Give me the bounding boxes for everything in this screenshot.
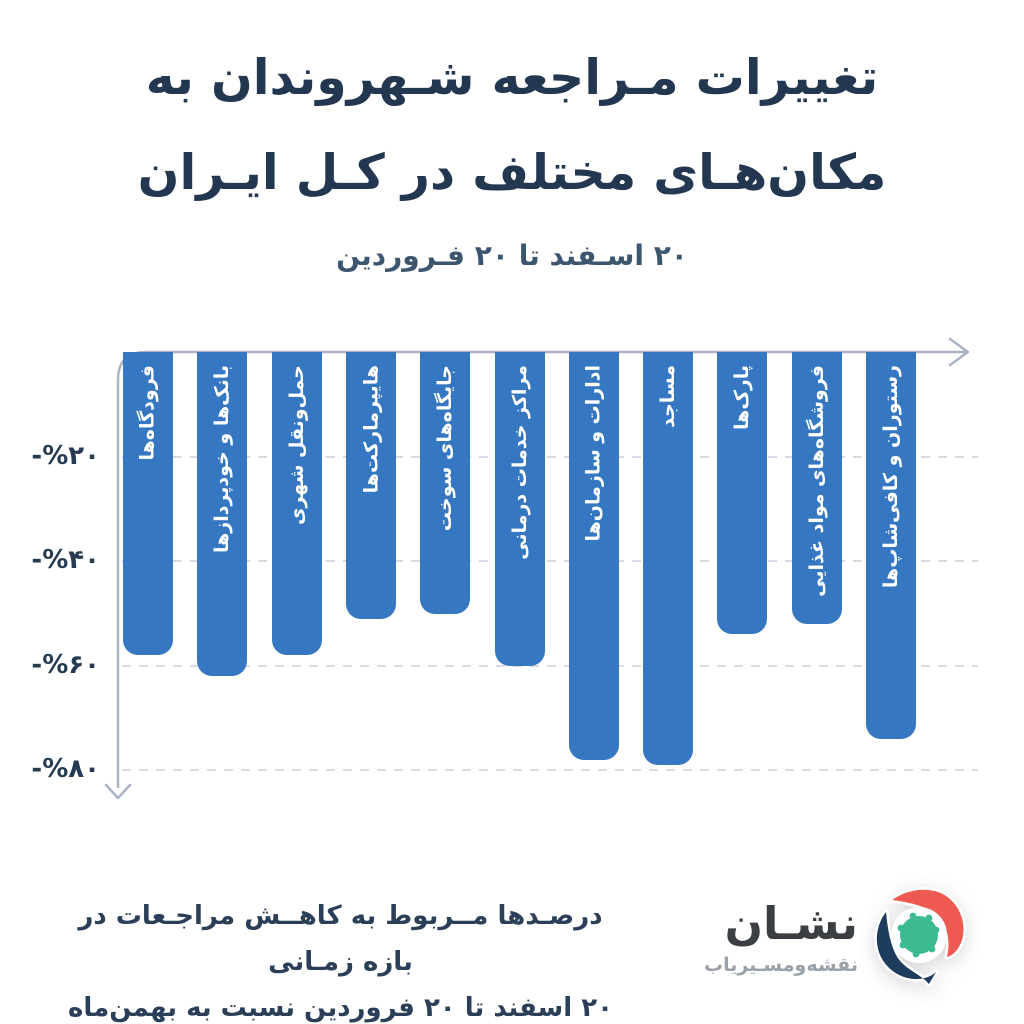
bar-label: هایپرمارکت‌ها (360, 365, 382, 494)
title-line-1: تغییرات مـراجعه شـهروندان به (145, 49, 879, 106)
bar-label: جایگاه‌های سوخت (434, 365, 456, 532)
gridline (122, 769, 978, 772)
neshan-pin-logo-icon (874, 887, 966, 987)
brand-tagline: نقشه‌ومسـیریاب (703, 954, 858, 976)
bar: مساجد (643, 352, 693, 765)
bar-label: حمل‌ونقل شهری (286, 365, 308, 526)
header: تغییرات مـراجعه شـهروندان به مکان‌هـای م… (0, 30, 1024, 276)
gridline (122, 664, 978, 667)
brand-name: نشـان (724, 897, 858, 950)
down-arrow-axis-icon (104, 783, 132, 800)
bar-label: مراکز خدمات درمانی (509, 365, 531, 560)
bar-label: ادارات و سازمان‌ها (583, 365, 605, 542)
bar: فروشگاه‌های مواد غذایی (792, 352, 842, 624)
bar: رستوران و کافی‌شاپ‌ها (866, 352, 916, 739)
bar: هایپرمارکت‌ها (346, 352, 396, 619)
bar-label: مساجد (657, 365, 679, 428)
bar-label: رستوران و کافی‌شاپ‌ها (880, 365, 902, 589)
y-axis-tick-label: -%۶۰ (31, 649, 100, 680)
bar: فرودگاه‌ها (123, 352, 173, 655)
y-axis-tick-label: -%۲۰ (31, 440, 100, 471)
title-line-2: مکان‌هـای مختلف در کـل ایـران (137, 144, 887, 201)
bar: بانک‌ها و خودپردازها (197, 352, 247, 676)
bar: جایگاه‌های سوخت (420, 352, 470, 614)
y-axis-tick-label: -%۸۰ (31, 754, 100, 785)
right-arrow-axis-icon (948, 337, 970, 367)
bar-label: فرودگاه‌ها (137, 365, 159, 461)
bar: حمل‌ونقل شهری (272, 352, 322, 655)
footnote: درصـدها مــربوط به کاهــش مراجـعات در با… (58, 893, 623, 1024)
bar-label: فروشگاه‌های مواد غذایی (806, 365, 828, 597)
bar-label: پارک‌ها (731, 365, 753, 430)
bar-label: بانک‌ها و خودپردازها (211, 365, 233, 554)
brand-text: نشـان نقشه‌ومسـیریاب (703, 897, 858, 977)
bar: پارک‌ها (717, 352, 767, 634)
y-axis-tick-label: -%۴۰ (31, 545, 100, 576)
brand-block: نشـان نقشه‌ومسـیریاب (704, 886, 968, 988)
gridline (122, 560, 978, 563)
gridline (122, 455, 978, 458)
bar: مراکز خدمات درمانی (495, 352, 545, 666)
bar: ادارات و سازمان‌ها (569, 352, 619, 760)
date-range-subtitle: ۲۰ اسـفند تا ۲۰ فـروردین (336, 239, 688, 272)
footnote-line-2: ۲۰ اسفند تا ۲۰ فروردین نسبت به بهمن‌ماه … (68, 993, 613, 1023)
page-title: تغییرات مـراجعه شـهروندان به مکان‌هـای م… (0, 30, 1024, 220)
footnote-line-1: درصـدها مــربوط به کاهــش مراجـعات در با… (78, 901, 603, 977)
